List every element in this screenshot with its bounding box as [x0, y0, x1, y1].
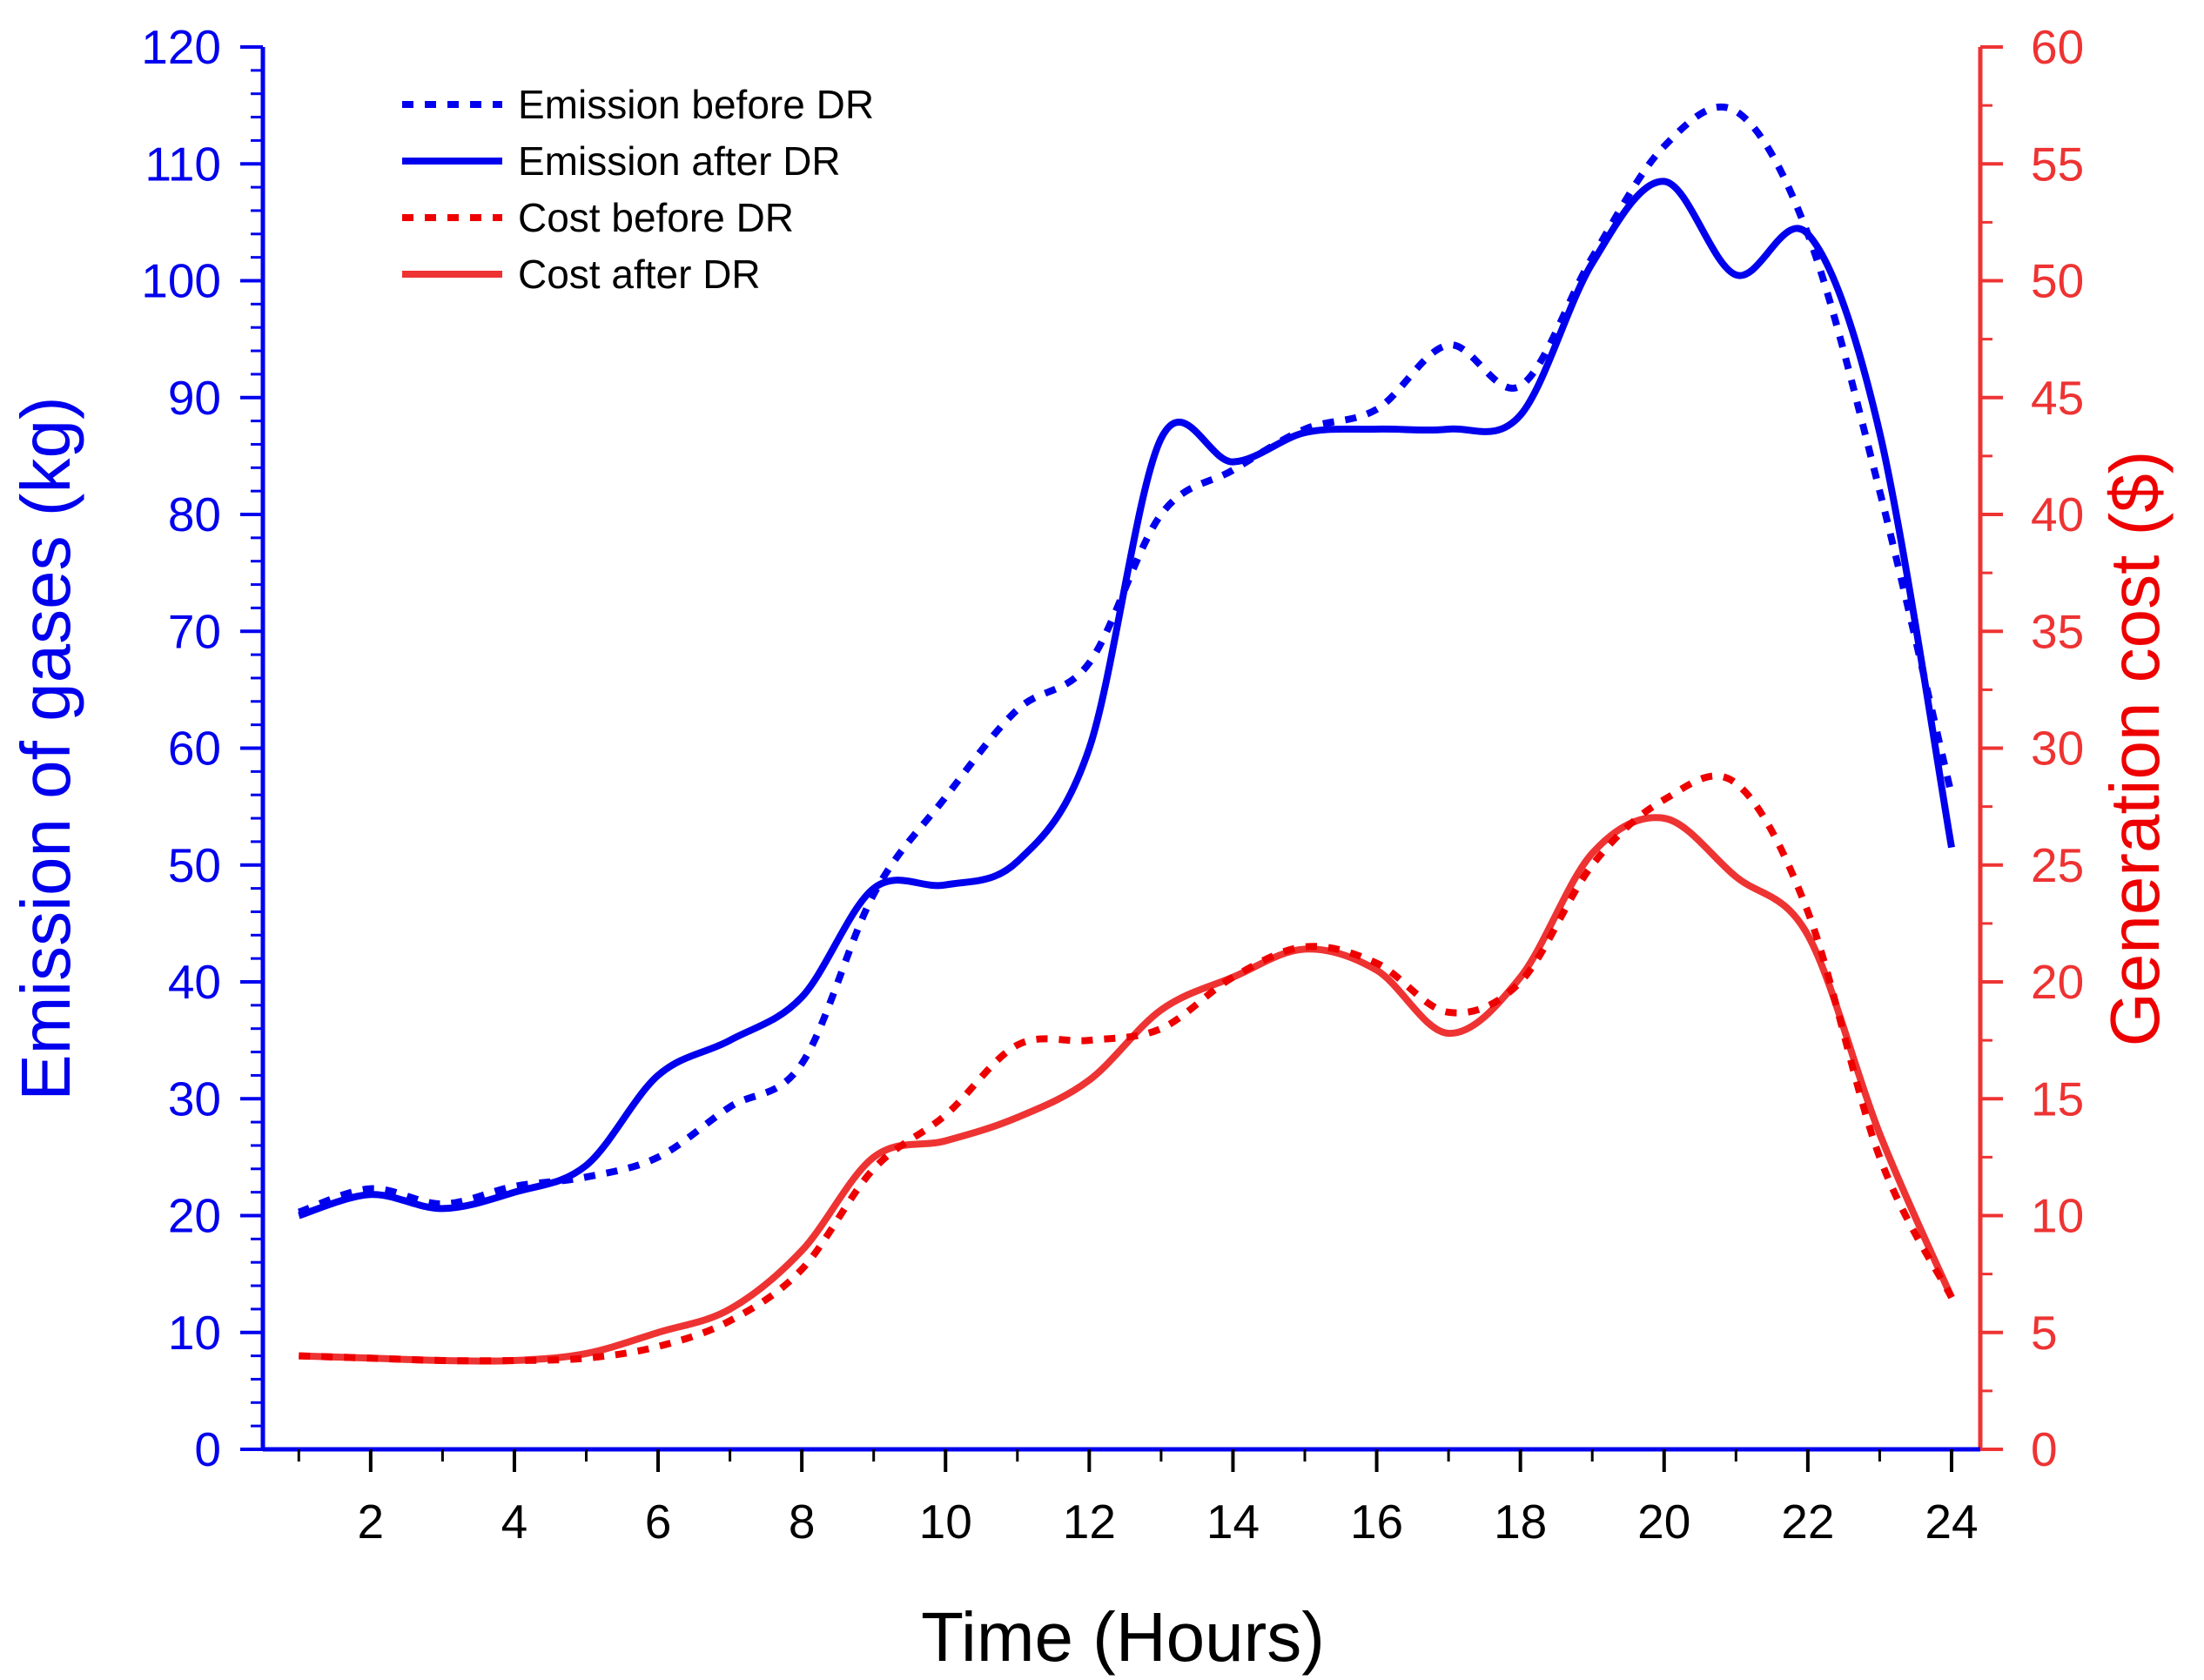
- y-right-tick-label: 25: [2031, 838, 2084, 892]
- y-right-tick-label: 55: [2031, 137, 2084, 191]
- y-left-tick-label: 100: [141, 254, 221, 308]
- y-axis-right-label: Generation cost ($): [2096, 451, 2174, 1047]
- y-left-tick-label: 80: [168, 487, 221, 541]
- y-left-tick-label: 40: [168, 955, 221, 1009]
- x-tick-label: 16: [1350, 1495, 1403, 1549]
- y-left-tick-label: 30: [168, 1072, 221, 1126]
- y-right-tick-label: 60: [2031, 20, 2084, 74]
- y-left-tick-label: 120: [141, 20, 221, 74]
- series-line-emission-after-dr: [298, 178, 1955, 1220]
- y-left-tick-label: 50: [168, 838, 221, 892]
- y-left-tick-label: 0: [194, 1422, 221, 1476]
- x-tick-label: 14: [1206, 1495, 1260, 1549]
- legend-label-emission-before-dr: Emission before DR: [518, 82, 874, 127]
- y-left-tick-label: 70: [168, 604, 221, 658]
- legend-label-cost-after-dr: Cost after DR: [518, 252, 761, 297]
- y-right-tick-label: 15: [2031, 1072, 2084, 1126]
- series-layer: [297, 103, 1955, 1365]
- y-right-tick-label: 35: [2031, 604, 2084, 658]
- y-right-tick-label: 30: [2031, 722, 2084, 776]
- x-tick-label: 20: [1637, 1495, 1690, 1549]
- x-tick-label: 12: [1063, 1495, 1116, 1549]
- y-left-tick-label: 10: [168, 1306, 221, 1360]
- series-line-cost-before-dr: [299, 772, 1955, 1365]
- y-left-tick-label: 60: [168, 722, 221, 776]
- x-tick-label: 10: [919, 1495, 972, 1549]
- series-line-emission-before-dr: [297, 103, 1955, 1216]
- series-line-cost-after-dr: [299, 814, 1955, 1365]
- x-axis-label: Time (Hours): [921, 1598, 1325, 1676]
- x-tick-label: 22: [1781, 1495, 1834, 1549]
- y-left-tick-label: 20: [168, 1189, 221, 1243]
- y-right-tick-label: 20: [2031, 955, 2084, 1009]
- x-tick-label: 6: [645, 1495, 672, 1549]
- legend: Emission before DR Emission after DR Cost …: [402, 82, 874, 297]
- y-right-tick-label: 45: [2031, 371, 2084, 425]
- y-left-tick-label: 110: [144, 137, 221, 191]
- legend-label-cost-before-dr: Cost before DR: [518, 195, 794, 240]
- x-tick-label: 18: [1494, 1495, 1547, 1549]
- y-right-tick-label: 40: [2031, 487, 2084, 541]
- y-left-tick-label: 90: [168, 371, 221, 425]
- y-right-tick-label: 50: [2031, 254, 2084, 308]
- y-right-tick-label: 10: [2031, 1189, 2084, 1243]
- x-tick-label: 8: [789, 1495, 816, 1549]
- x-tick-label: 24: [1925, 1495, 1978, 1549]
- y-right-tick-label: 0: [2031, 1422, 2058, 1476]
- axes-layer: 0 10 20 30 40 50 60 70 80 90 100 110 120 0 5 10 15 20 25 30…: [141, 20, 2084, 1549]
- legend-label-emission-after-dr: Emission after DR: [518, 138, 841, 184]
- x-tick-label: 4: [501, 1495, 528, 1549]
- x-tick-label: 2: [358, 1495, 385, 1549]
- y-axis-left-label: Emission of gases (kg): [7, 396, 84, 1100]
- y-right-tick-label: 5: [2031, 1306, 2058, 1360]
